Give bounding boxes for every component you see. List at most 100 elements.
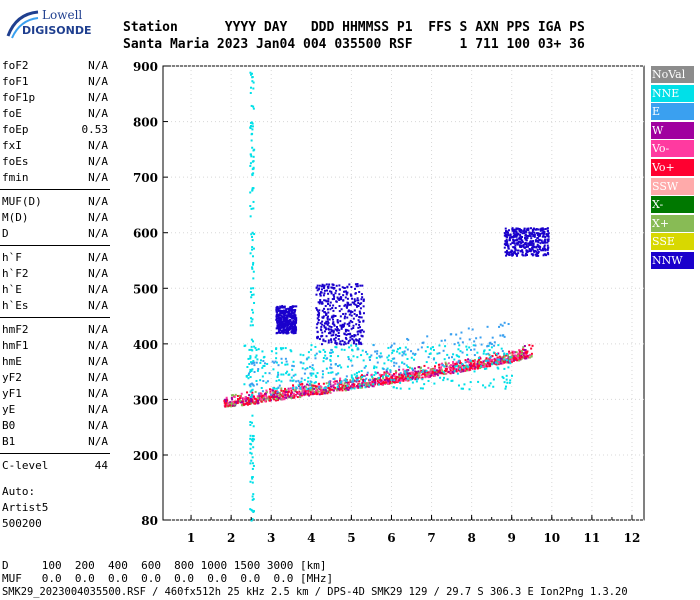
echo-point (381, 375, 384, 378)
echo-point (287, 394, 290, 397)
echo-point (293, 305, 296, 308)
echo-point (327, 285, 330, 288)
echo-point (489, 382, 492, 385)
echo-point (334, 342, 337, 345)
echo-point (318, 287, 321, 290)
echo-point (521, 253, 524, 256)
echo-point (508, 239, 511, 242)
echo-point (240, 392, 243, 395)
echo-point (391, 376, 394, 379)
echo-point (270, 350, 273, 353)
echo-point (538, 248, 541, 251)
echo-point (520, 239, 523, 242)
echo-point (299, 392, 302, 395)
echo-point (284, 347, 287, 350)
echo-point (455, 368, 458, 371)
echo-point (322, 357, 325, 360)
param-value: N/A (88, 155, 108, 168)
echo-point (373, 374, 376, 377)
echo-point (357, 326, 360, 329)
echo-point (531, 253, 534, 256)
echo-point (251, 414, 254, 417)
param-name: foF1 (2, 75, 29, 88)
echo-point (505, 385, 508, 388)
echo-point (356, 386, 359, 389)
echo-point (501, 375, 504, 378)
echo-point (277, 319, 280, 322)
auto-label: Auto: (2, 485, 36, 498)
echo-point (522, 230, 525, 233)
echo-point (323, 326, 326, 329)
legend-item-w: W (651, 121, 694, 139)
echo-point (290, 389, 293, 392)
echo-point (527, 227, 530, 230)
echo-point (263, 365, 266, 368)
echo-point (546, 247, 549, 250)
echo-point (423, 369, 426, 372)
echo-point (405, 379, 408, 382)
echo-point (295, 305, 298, 308)
echo-point (308, 383, 311, 386)
echo-point (292, 392, 295, 395)
echo-point (489, 341, 492, 344)
echo-point (474, 366, 477, 369)
echo-point (289, 387, 292, 390)
echo-point (376, 361, 379, 364)
echo-point (251, 495, 254, 498)
echo-point (393, 379, 396, 382)
echo-point (355, 380, 358, 383)
echo-point (420, 370, 423, 373)
echo-point (283, 319, 286, 322)
echo-point (508, 254, 511, 257)
legend-item-x: X- (651, 196, 694, 214)
echo-point (372, 384, 375, 387)
echo-point (411, 375, 414, 378)
echo-point (348, 283, 351, 286)
echo-point (426, 335, 429, 338)
echo-point (522, 243, 525, 246)
echo-point (503, 367, 506, 370)
echo-point (334, 315, 337, 318)
echo-point (387, 375, 390, 378)
echo-point (435, 361, 438, 364)
echo-point (538, 233, 541, 236)
echo-point (357, 376, 360, 379)
echo-point (379, 356, 382, 359)
echo-point (275, 315, 278, 318)
echo-point (280, 361, 283, 364)
echo-point (413, 374, 416, 377)
echo-point (519, 231, 522, 234)
echo-point (351, 386, 354, 389)
echo-point (318, 393, 321, 396)
echo-point (525, 235, 528, 238)
echo-point (520, 350, 523, 353)
echo-point (325, 322, 328, 325)
echo-point (537, 235, 540, 238)
echo-point (250, 400, 253, 403)
echo-point (398, 347, 401, 350)
echo-point (282, 373, 285, 376)
echo-point (284, 357, 287, 360)
echo-point (325, 335, 328, 338)
echo-point (444, 345, 447, 348)
echo-point (343, 348, 346, 351)
echo-point (340, 380, 343, 383)
echo-point (525, 351, 528, 354)
echo-point (546, 230, 549, 233)
echo-point (262, 380, 265, 383)
echo-point (285, 389, 288, 392)
echo-point (250, 519, 253, 522)
echo-point (275, 327, 278, 330)
echo-point (343, 341, 346, 344)
echo-point (291, 391, 294, 394)
echo-point (362, 299, 365, 302)
echo-point (502, 377, 505, 380)
echo-point (279, 314, 282, 317)
echo-point (325, 390, 328, 393)
echo-point (250, 452, 253, 455)
echo-point (446, 353, 449, 356)
echo-point (311, 364, 314, 367)
echo-point (346, 385, 349, 388)
echo-point (300, 377, 303, 380)
param-row-hmf2: hmF2 N/A (0, 322, 110, 338)
